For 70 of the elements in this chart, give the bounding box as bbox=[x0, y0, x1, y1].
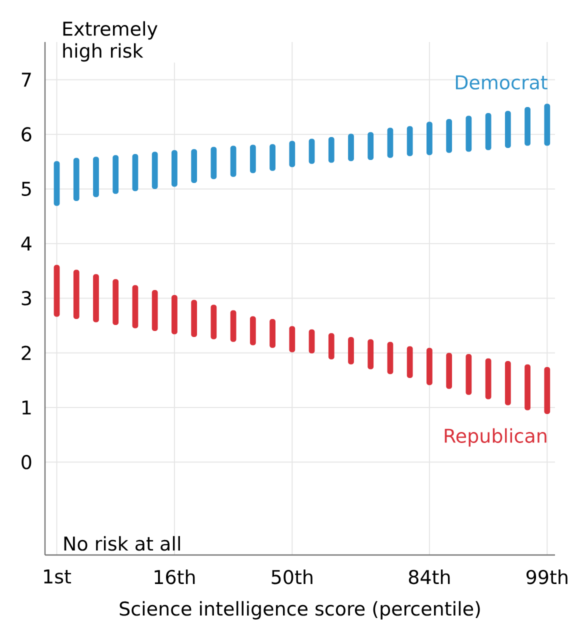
x-tick-label: 84th bbox=[408, 570, 450, 584]
y-tick-label: 5 bbox=[22, 182, 31, 196]
bar bbox=[289, 326, 296, 352]
bar bbox=[348, 337, 354, 364]
bar bbox=[112, 279, 119, 325]
bar bbox=[524, 364, 530, 410]
bar bbox=[406, 126, 413, 156]
bar bbox=[368, 132, 374, 160]
y-tick-label: 2 bbox=[22, 346, 31, 360]
bar bbox=[544, 367, 550, 414]
bar bbox=[73, 270, 80, 319]
series-label: Democrat bbox=[456, 75, 548, 90]
annotation: Extremely high risk bbox=[63, 21, 158, 62]
x-tick-label: 50th bbox=[272, 570, 312, 584]
y-tick-label: 7 bbox=[22, 72, 31, 87]
bar bbox=[485, 113, 492, 150]
bar bbox=[54, 161, 60, 206]
bar bbox=[230, 310, 236, 342]
bar bbox=[328, 333, 334, 360]
bar bbox=[308, 329, 315, 354]
bar bbox=[210, 146, 217, 180]
bar bbox=[132, 154, 138, 192]
y-tick-label: 3 bbox=[22, 291, 31, 306]
bar bbox=[250, 316, 256, 346]
bar bbox=[387, 342, 394, 374]
bar bbox=[504, 110, 511, 148]
bar bbox=[328, 137, 334, 163]
bar bbox=[466, 354, 472, 395]
bar bbox=[73, 158, 80, 201]
bar bbox=[152, 152, 158, 189]
bar bbox=[289, 140, 296, 168]
bar bbox=[270, 318, 276, 348]
bar bbox=[426, 348, 432, 386]
bar bbox=[504, 361, 511, 406]
bar bbox=[368, 339, 374, 370]
bar bbox=[230, 146, 236, 177]
bar bbox=[172, 294, 178, 334]
bar bbox=[446, 119, 452, 153]
y-tick-label: 4 bbox=[21, 236, 32, 251]
bar bbox=[93, 156, 99, 198]
bar bbox=[54, 264, 60, 317]
bar bbox=[308, 138, 315, 164]
bar bbox=[172, 150, 178, 187]
bar bbox=[446, 352, 452, 389]
bar bbox=[466, 116, 472, 152]
x-tick-label: 1st bbox=[44, 570, 72, 584]
bar bbox=[426, 122, 432, 156]
x-axis-title: Science intelligence score (percentile) bbox=[120, 601, 480, 620]
bar bbox=[524, 107, 530, 146]
bar bbox=[544, 104, 550, 146]
y-tick-label: 6 bbox=[22, 127, 32, 142]
bar bbox=[112, 155, 119, 194]
bar bbox=[270, 144, 276, 171]
annotation: No risk at all bbox=[64, 536, 180, 551]
bar bbox=[152, 290, 158, 331]
x-tick-label: 16th bbox=[154, 570, 195, 584]
bar bbox=[93, 274, 99, 322]
bar bbox=[132, 285, 138, 328]
x-tick-label: 99th bbox=[526, 570, 568, 584]
bar bbox=[210, 304, 217, 340]
bar bbox=[406, 346, 413, 378]
bar bbox=[191, 149, 198, 183]
series-label: Republican bbox=[444, 428, 546, 447]
bar bbox=[485, 358, 492, 400]
y-tick-label: 1 bbox=[22, 400, 31, 414]
y-tick-label: 0 bbox=[22, 454, 32, 470]
bar bbox=[348, 134, 354, 162]
bar bbox=[191, 300, 198, 338]
bar bbox=[387, 128, 394, 158]
bar bbox=[250, 144, 256, 174]
